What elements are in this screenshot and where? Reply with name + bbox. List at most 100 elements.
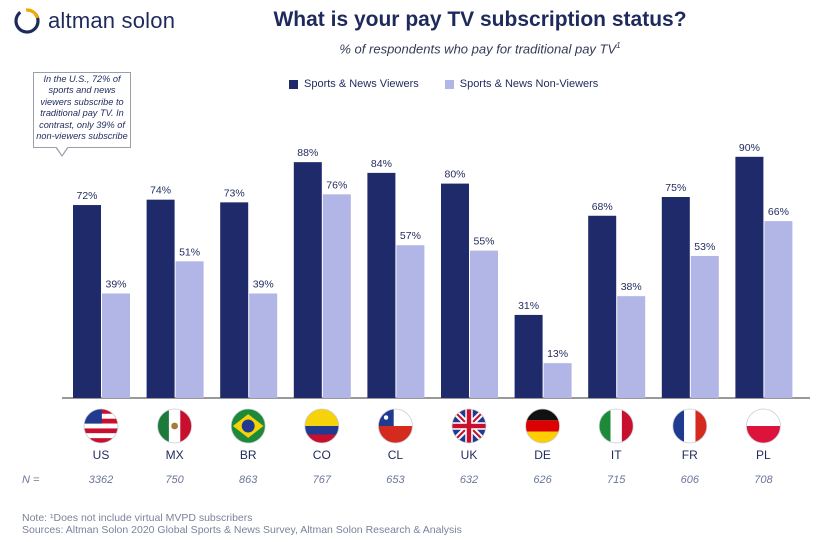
data-label-non-viewers-pl: 66% (768, 206, 789, 218)
data-label-non-viewers-br: 39% (253, 278, 274, 290)
data-label-viewers-pl: 90% (739, 142, 760, 154)
sample-size-mx: 750 (165, 474, 184, 486)
category-label-fr: FR (682, 448, 698, 462)
bar-non-viewers-co (322, 194, 351, 398)
brand-name: altman solon (48, 8, 176, 33)
brand-logo: altman solon (12, 4, 175, 38)
bar-non-viewers-br (249, 293, 278, 398)
bar-non-viewers-fr (690, 255, 719, 398)
data-label-viewers-br: 73% (224, 187, 245, 199)
data-label-viewers-mx: 74% (150, 185, 171, 197)
flag-outline-mx (157, 408, 193, 444)
category-label-uk: UK (461, 448, 478, 462)
data-label-non-viewers-us: 39% (105, 278, 126, 290)
legend-swatch-viewers (289, 79, 298, 89)
category-label-co: CO (313, 448, 331, 462)
bar-viewers-uk (441, 183, 469, 398)
bar-viewers-br (220, 202, 249, 398)
it-flag-icon (599, 409, 634, 443)
legend-item-viewers: Sports & News Viewers (289, 78, 419, 90)
flag-outline-cl (377, 408, 413, 444)
data-label-non-viewers-uk: 55% (473, 236, 494, 248)
mx-flag-icon (157, 409, 192, 443)
flag-outline-it (598, 408, 634, 444)
de-flag-icon (525, 409, 560, 443)
pl-flag-icon (746, 409, 781, 443)
bar-viewers-mx (146, 199, 175, 398)
flag-outline-co (304, 408, 340, 444)
subtitle-text: % of respondents who pay for traditional… (339, 41, 617, 57)
category-label-pl: PL (756, 448, 771, 462)
category-label-cl: CL (388, 448, 404, 462)
category-label-de: DE (534, 448, 551, 462)
altman-solon-logo-icon (14, 8, 40, 34)
sample-size-co: 767 (313, 474, 332, 486)
bar-viewers-co (293, 162, 322, 398)
category-label-us: US (93, 448, 110, 462)
fr-flag-icon (672, 409, 707, 443)
bar-non-viewers-de (543, 363, 572, 398)
legend-item-non-viewers: Sports & News Non-Viewers (444, 78, 599, 90)
data-label-non-viewers-co: 76% (326, 179, 347, 191)
bar-viewers-fr (661, 197, 690, 398)
chart-subtitle: % of respondents who pay for traditional… (180, 41, 780, 56)
footnotes: Note: ¹Does not include virtual MVPD sub… (22, 512, 462, 536)
bar-viewers-de (514, 314, 543, 398)
sample-size-fr: 606 (681, 474, 700, 486)
sample-size-cl: 653 (386, 474, 405, 486)
flag-outline-pl (746, 408, 781, 444)
data-label-non-viewers-it: 38% (621, 281, 642, 293)
co-flag-icon (304, 409, 339, 443)
flag-outline-uk (451, 408, 487, 444)
footnote-sources: Sources: Altman Solon 2020 Global Sports… (22, 524, 462, 536)
flag-outline-us (83, 408, 119, 444)
data-label-non-viewers-de: 13% (547, 348, 568, 360)
legend-label-viewers: Sports & News Viewers (304, 78, 419, 90)
cl-flag-icon (378, 409, 413, 443)
bar-viewers-pl (735, 156, 764, 398)
flag-outline-de (525, 408, 560, 444)
br-flag-icon (231, 409, 266, 443)
flag-outline-br (230, 408, 266, 444)
sample-size-it: 715 (607, 474, 626, 486)
data-label-non-viewers-mx: 51% (179, 246, 200, 258)
bar-non-viewers-mx (175, 261, 204, 398)
bar-non-viewers-us (102, 293, 130, 398)
category-label-mx: MX (166, 448, 184, 462)
chart-legend: Sports & News Viewers Sports & News Non-… (289, 78, 624, 90)
category-label-br: BR (240, 448, 257, 462)
data-label-viewers-fr: 75% (665, 182, 686, 194)
sample-size-pl: 708 (754, 474, 773, 486)
uk-flag-icon (452, 409, 486, 443)
data-label-viewers-de: 31% (518, 300, 539, 312)
subtitle-footnote-mark: 1 (616, 41, 621, 50)
flag-outline-fr (672, 408, 708, 444)
data-label-viewers-cl: 84% (371, 158, 392, 170)
callout-tail-fill (56, 146, 68, 155)
data-label-non-viewers-fr: 53% (694, 241, 715, 253)
data-label-viewers-us: 72% (76, 190, 97, 202)
chart-title: What is your pay TV subscription status? (273, 8, 687, 31)
sample-size-label: N = (22, 474, 40, 486)
data-label-viewers-it: 68% (592, 201, 613, 213)
category-label-it: IT (611, 448, 622, 462)
bar-non-viewers-it (617, 296, 646, 398)
sample-size-br: 863 (239, 474, 258, 486)
legend-swatch-non-viewers (444, 79, 454, 89)
bar-non-viewers-cl (396, 245, 425, 398)
sample-size-uk: 632 (460, 474, 478, 486)
data-label-viewers-co: 88% (297, 147, 318, 159)
callout-box: In the U.S., 72% of sports and news view… (33, 72, 131, 148)
bar-non-viewers-uk (470, 250, 498, 398)
legend-label-non-viewers: Sports & News Non-Viewers (459, 78, 599, 90)
bar-viewers-cl (367, 172, 396, 398)
data-label-viewers-uk: 80% (444, 169, 465, 181)
bar-viewers-us (73, 205, 101, 398)
bar-non-viewers-pl (764, 221, 793, 398)
bar-viewers-it (588, 215, 617, 398)
sample-size-us: 3362 (89, 474, 113, 486)
footnote-note: Note: ¹Does not include virtual MVPD sub… (22, 512, 253, 524)
sample-size-de: 626 (533, 474, 552, 486)
data-label-non-viewers-cl: 57% (400, 230, 421, 242)
